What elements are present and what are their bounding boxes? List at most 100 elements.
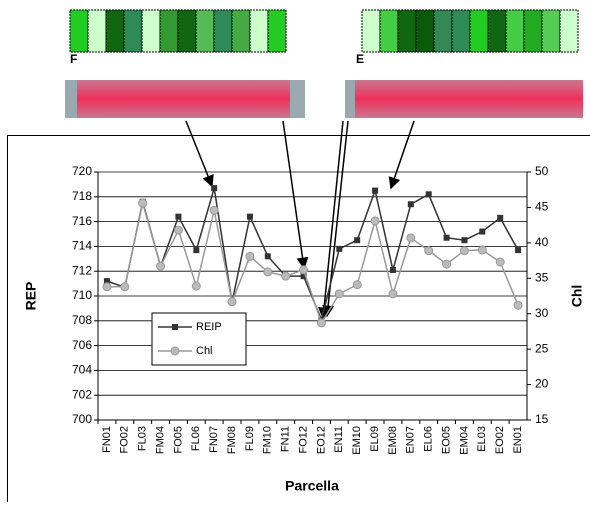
point	[408, 201, 414, 207]
point	[335, 290, 343, 298]
point	[193, 247, 199, 253]
x-tick-label: EM04	[458, 426, 470, 455]
strip-cell	[214, 10, 232, 52]
x-tick-label: FN01	[101, 426, 113, 453]
legend-marker	[171, 347, 179, 355]
y2-tick-label: 50	[535, 164, 549, 178]
point	[192, 282, 200, 290]
x-tick-label: EN07	[405, 426, 417, 454]
strip-cell	[398, 10, 416, 52]
point	[390, 267, 396, 273]
series-line	[107, 203, 518, 323]
strip-cell	[196, 10, 214, 52]
x-tick-label: EM10	[351, 426, 363, 455]
x-tick-label: FL03	[137, 426, 149, 451]
point	[354, 237, 360, 243]
y-tick-label: 712	[72, 263, 92, 277]
point	[389, 290, 397, 298]
y-tick-label: 714	[72, 239, 92, 253]
y-tick-label: 708	[72, 313, 92, 327]
y2-tick-label: 45	[535, 200, 549, 214]
color-strip	[70, 10, 286, 52]
point	[139, 199, 147, 207]
strip-cell	[452, 10, 470, 52]
x-tick-label: FO12	[297, 426, 309, 454]
point	[372, 188, 378, 194]
point	[443, 260, 451, 268]
x-tick-label: EM08	[387, 426, 399, 455]
y-tick-label: 706	[72, 338, 92, 352]
point	[247, 214, 253, 220]
point	[265, 253, 271, 259]
x-tick-label: FM04	[154, 426, 166, 454]
point	[515, 247, 521, 253]
strip-cell	[506, 10, 524, 52]
point	[371, 217, 379, 225]
point	[264, 268, 272, 276]
y2-tick-label: 40	[535, 235, 549, 249]
point	[317, 319, 325, 327]
y-tick-label: 718	[72, 189, 92, 203]
point	[444, 235, 450, 241]
y2-tick-label: 20	[535, 377, 549, 391]
strip-cell	[106, 10, 124, 52]
strip-cell	[142, 10, 160, 52]
point	[461, 237, 467, 243]
x-tick-label: EL06	[423, 426, 435, 452]
x-tick-label: EO05	[440, 426, 452, 454]
x-tick-label: FM10	[262, 426, 274, 454]
point	[210, 206, 218, 214]
x-tick-label: EL09	[369, 426, 381, 452]
x-tick-label: FO05	[172, 426, 184, 454]
y-tick-label: 702	[72, 387, 92, 401]
x-tick-label: FN07	[208, 426, 220, 453]
legend-label: Chl	[196, 345, 213, 357]
strip-cell	[232, 10, 250, 52]
point	[174, 226, 182, 234]
point	[300, 266, 308, 274]
image-strip	[65, 80, 583, 118]
point	[121, 283, 129, 291]
x-tick-label: FO02	[119, 426, 131, 454]
strip-cell	[88, 10, 106, 52]
x-tick-label: FM08	[226, 426, 238, 454]
arrows	[186, 121, 414, 318]
point	[425, 247, 433, 255]
page: F E REP Chl Parcella 7007027047067087107…	[0, 0, 590, 502]
y2-tick-label: 25	[535, 341, 549, 355]
strip-cell	[250, 10, 268, 52]
legend-marker	[172, 324, 178, 330]
y-tick-label: 700	[72, 412, 92, 426]
y2-tick-label: 15	[535, 412, 549, 426]
point	[497, 215, 503, 221]
x-tick-label: FL09	[244, 426, 256, 451]
y-tick-label: 710	[72, 288, 92, 302]
color-strip	[362, 10, 578, 52]
point	[282, 272, 290, 280]
point	[426, 191, 432, 197]
point	[353, 281, 361, 289]
panel-label: F	[70, 52, 77, 66]
x-axis-title: Parcella	[285, 478, 339, 494]
strip-cell	[560, 10, 578, 52]
point	[157, 262, 165, 270]
y2-axis-title: Chl	[569, 285, 585, 308]
point	[175, 214, 181, 220]
legend-label: REIP	[196, 321, 222, 333]
x-tick-label: EO12	[315, 426, 327, 454]
y-tick-label: 704	[72, 363, 92, 377]
strip-cell	[70, 10, 88, 52]
point	[479, 229, 485, 235]
y2-tick-label: 30	[535, 306, 549, 320]
y-tick-label: 716	[72, 214, 92, 228]
x-tick-label: EL03	[476, 426, 488, 452]
point	[336, 246, 342, 252]
strip-cell	[542, 10, 560, 52]
x-tick-label: FN11	[280, 426, 292, 452]
x-tick-label: EN11	[333, 426, 345, 453]
strip-cell	[470, 10, 488, 52]
strip-cell	[362, 10, 380, 52]
strip-cell	[488, 10, 506, 52]
strip-cell	[160, 10, 178, 52]
x-tick-label: FL06	[190, 426, 202, 451]
